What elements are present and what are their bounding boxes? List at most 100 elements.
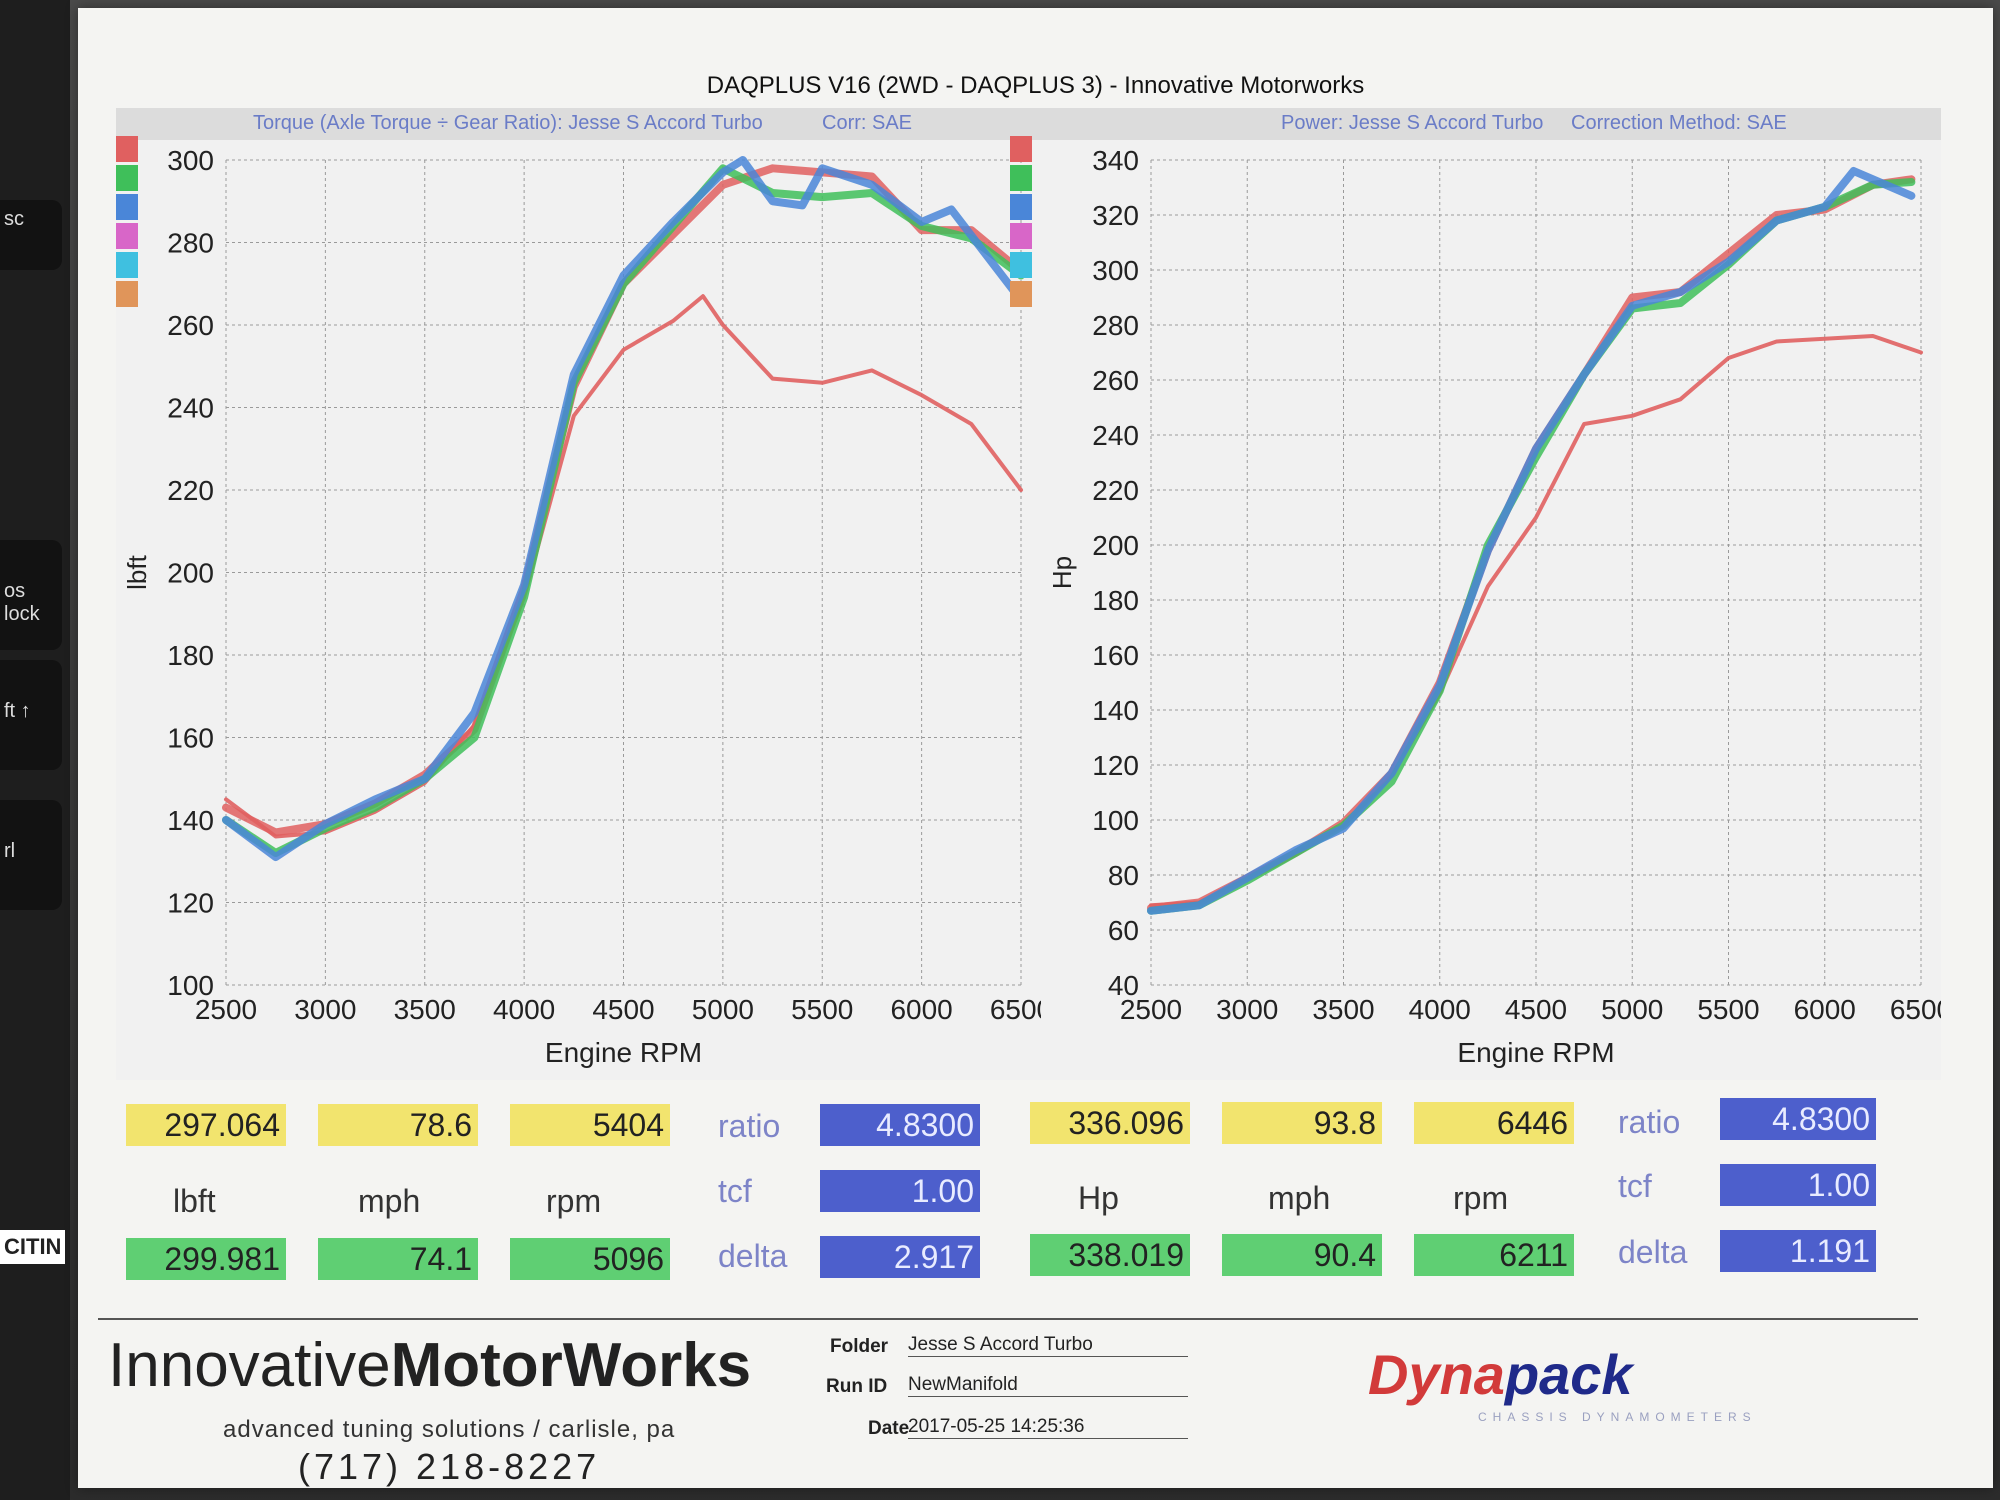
y-tick-label: 280 <box>167 228 214 259</box>
left-rpm-peak: 5096 <box>510 1238 670 1280</box>
y-tick-label: 180 <box>1092 585 1139 616</box>
key-shift: ft ↑ <box>0 660 62 770</box>
left-tcf-label: tcf <box>718 1173 752 1209</box>
x-tick-label: 2500 <box>195 994 257 1025</box>
y-tick-label: 60 <box>1108 915 1139 946</box>
left-delta-label: delta <box>718 1238 788 1274</box>
left-delta-value: 2.917 <box>820 1236 980 1278</box>
y-tick-label: 200 <box>1092 530 1139 561</box>
right-chart-band: Power: Jesse S Accord Turbo Correction M… <box>1041 108 1941 140</box>
x-tick-label: 3500 <box>394 994 456 1025</box>
right-delta-label: delta <box>1618 1234 1688 1270</box>
y-tick-label: 200 <box>167 558 214 589</box>
right-corr-label: Correction Method: SAE <box>1571 112 1787 134</box>
right-unit-rpm: rpm <box>1453 1180 1509 1216</box>
right-band-label: Power: Jesse S Accord Turbo <box>1281 112 1544 134</box>
x-tick-label: 3000 <box>1216 994 1278 1025</box>
series-line-2 <box>1147 175 1916 912</box>
right-tcf-value: 1.00 <box>1720 1164 1876 1206</box>
folder-value: Jesse S Accord Turbo <box>908 1334 1188 1357</box>
series-line-4 <box>222 156 1025 862</box>
right-power-peak: 338.019 <box>1030 1234 1190 1276</box>
series-line-3 <box>1147 178 1916 915</box>
power-chart: 2500 3000 3500 4000 4500 5000 5500 6000 6500 40 60… <box>1041 140 1941 1080</box>
y-tick-label: 140 <box>167 805 214 836</box>
left-band-label: Torque (Axle Torque ÷ Gear Ratio): Jesse… <box>253 112 763 134</box>
y-tick-label: 140 <box>1092 695 1139 726</box>
legend-swatch <box>116 194 138 220</box>
torque-chart-svg: 2500 3000 3500 4000 4500 5000 5500 6000 6500 100 1… <box>122 145 1041 1068</box>
key-capslock: os lock <box>0 540 62 650</box>
torque-chart: 2500 3000 3500 4000 4500 5000 5500 6000 6500 100 1… <box>116 140 1041 1080</box>
right-delta-value: 1.191 <box>1720 1230 1876 1272</box>
right-tcf-label: tcf <box>1618 1168 1652 1204</box>
x-tick-label: 4500 <box>592 994 654 1025</box>
readout-panel: 297.064 78.6 5404 lbft mph rpm 299.981 7… <box>78 1088 1878 1318</box>
dyno-sheet: DAQPLUS V16 (2WD - DAQPLUS 3) - Innovati… <box>78 8 1993 1488</box>
sheet-title: DAQPLUS V16 (2WD - DAQPLUS 3) - Innovati… <box>706 72 1365 99</box>
legend-swatch <box>116 136 138 162</box>
y-tick-label: 120 <box>1092 750 1139 781</box>
y-tick-label: 80 <box>1108 860 1139 891</box>
legend-swatch <box>1010 281 1032 307</box>
keyboard-edge: sc os lock ft ↑ rl CITIN <box>0 0 70 1500</box>
right-rpm-peak: 6211 <box>1414 1234 1574 1276</box>
y-tick-label: 340 <box>1092 145 1139 176</box>
dynapack-subtitle: CHASSIS DYNAMOMETERS <box>1478 1410 1757 1424</box>
left-torque-peak: 299.981 <box>126 1238 286 1280</box>
brand-logo: InnovativeMotorWorks <box>108 1331 752 1400</box>
x-tick-label: 5500 <box>1697 994 1759 1025</box>
brand-phone: (717) 218-8227 <box>298 1446 601 1487</box>
y-tick-label: 100 <box>167 970 214 1001</box>
date-value: 2017-05-25 14:25:36 <box>908 1416 1188 1439</box>
x-axis-label: Engine RPM <box>1457 1037 1614 1068</box>
left-unit-lbft: lbft <box>173 1183 216 1219</box>
x-tick-label: 4000 <box>1409 994 1471 1025</box>
left-mph-peak: 74.1 <box>318 1238 478 1280</box>
dynapack-logo: Dynapack <box>1368 1343 1633 1406</box>
left-corr-label: Corr: SAE <box>822 112 913 134</box>
right-mph-current: 93.8 <box>1222 1102 1382 1144</box>
y-axis-label: Hp <box>1047 556 1077 589</box>
right-unit-mph: mph <box>1268 1180 1331 1216</box>
y-tick-label: 240 <box>167 393 214 424</box>
legend-swatch <box>1010 136 1032 162</box>
runid-label: Run ID <box>826 1376 888 1397</box>
right-mph-peak: 90.4 <box>1222 1234 1382 1276</box>
legend-swatch <box>116 252 138 278</box>
y-tick-label: 280 <box>1092 310 1139 341</box>
left-ratio-value: 4.8300 <box>820 1104 980 1146</box>
x-tick-label: 5000 <box>692 994 754 1025</box>
left-chart-band: Torque (Axle Torque ÷ Gear Ratio): Jesse… <box>116 108 1041 140</box>
x-tick-label: 3000 <box>294 994 356 1025</box>
x-tick-label: 5500 <box>791 994 853 1025</box>
legend-swatch <box>1010 194 1032 220</box>
y-tick-label: 220 <box>1092 475 1139 506</box>
y-tick-label: 260 <box>167 310 214 341</box>
y-tick-label: 300 <box>167 145 214 176</box>
legend-swatch <box>116 223 138 249</box>
left-unit-mph: mph <box>358 1183 421 1219</box>
x-tick-label: 4000 <box>493 994 555 1025</box>
legend-swatch <box>1010 252 1032 278</box>
y-tick-label: 240 <box>1092 420 1139 451</box>
right-power-current: 336.096 <box>1030 1102 1190 1144</box>
x-tick-label: 6500 <box>1890 994 1941 1025</box>
left-rpm-current: 5404 <box>510 1104 670 1146</box>
x-tick-label: 3500 <box>1312 994 1374 1025</box>
right-ratio-value: 4.8300 <box>1720 1098 1876 1140</box>
legend-swatch <box>116 165 138 191</box>
legend-swatch <box>1010 165 1032 191</box>
date-label: Date <box>868 1418 910 1439</box>
left-mph-current: 78.6 <box>318 1104 478 1146</box>
power-chart-svg: 2500 3000 3500 4000 4500 5000 5500 6000 6500 40 60… <box>1047 145 1941 1068</box>
y-tick-label: 120 <box>167 888 214 919</box>
y-tick-label: 160 <box>167 723 214 754</box>
legend-swatch <box>1010 223 1032 249</box>
legend-swatch <box>116 281 138 307</box>
y-tick-label: 300 <box>1092 255 1139 286</box>
y-tick-label: 160 <box>1092 640 1139 671</box>
y-tick-label: 260 <box>1092 365 1139 396</box>
key-esc: sc <box>0 200 62 270</box>
x-axis-label: Engine RPM <box>545 1037 702 1068</box>
